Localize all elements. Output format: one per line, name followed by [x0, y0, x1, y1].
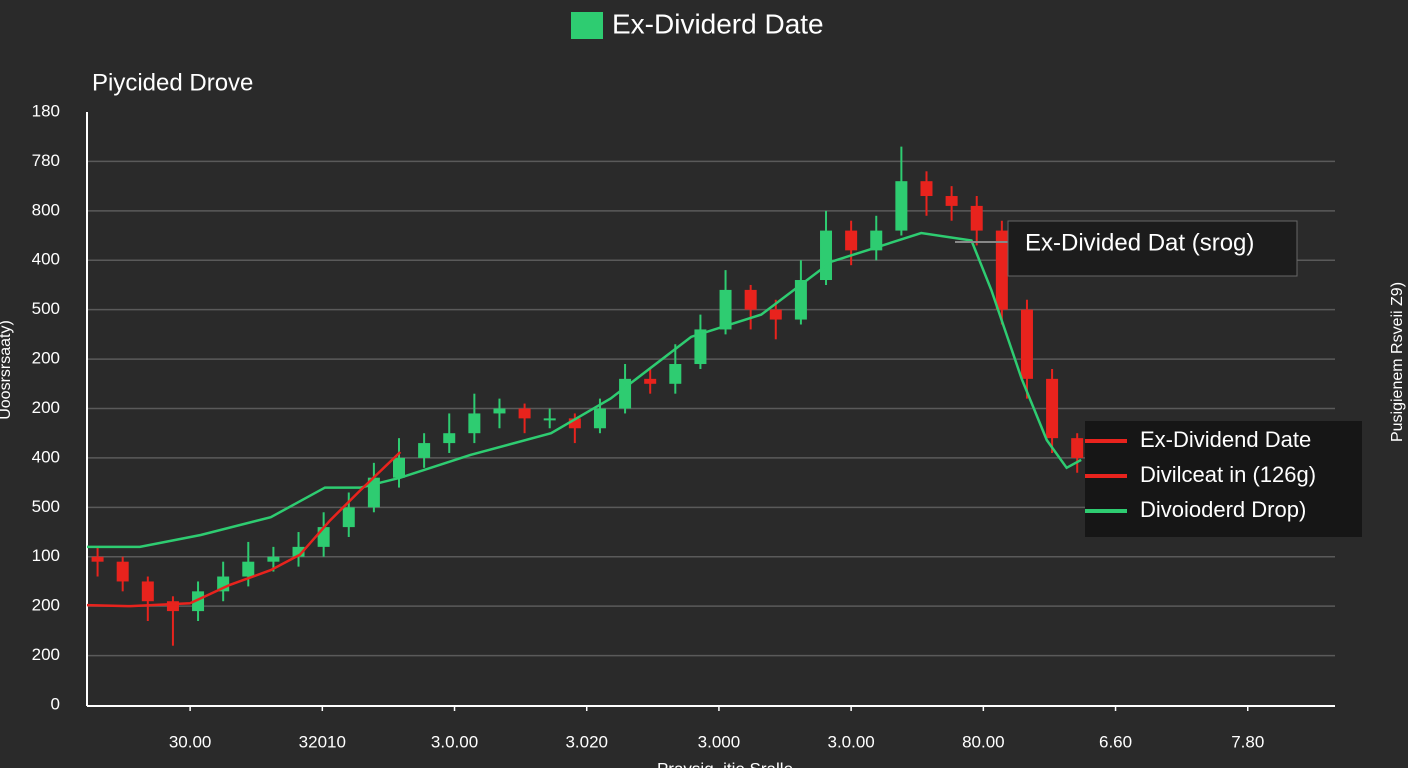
x-tick-label: 30.00 [169, 732, 212, 751]
candle-body [1071, 438, 1084, 458]
chart-title: Ex-Dividerd Date [612, 8, 824, 39]
y-tick-label: 100 [32, 546, 60, 565]
candle-body [393, 457, 405, 478]
y2-axis-label: Pusigienem Rsveii Z9) [1389, 282, 1406, 442]
candle-body [719, 289, 732, 330]
candle-body [91, 556, 104, 562]
candle-body [895, 181, 908, 231]
y-tick-label: 780 [32, 151, 60, 170]
candle-body [468, 413, 481, 434]
x-tick-label: 6.60 [1099, 732, 1132, 751]
y-tick-label: 500 [32, 497, 60, 516]
candle-body [995, 230, 1008, 310]
legend-label: Divilceat in (126g) [1140, 462, 1316, 487]
candle-body [443, 433, 456, 444]
line-series [86, 451, 402, 608]
x-tick-label: 3.000 [698, 732, 741, 751]
line-series [87, 231, 1082, 549]
annotation-box [1007, 220, 1298, 277]
x-tick-label: 3.020 [565, 732, 608, 751]
candle-body [317, 527, 330, 547]
candle-body [116, 561, 129, 582]
x-tick-label: 3.0.00 [828, 732, 875, 751]
y-tick-label: 400 [32, 447, 60, 466]
legend: Ex-Dividend Date Divilceat in (126g) Divoi… [1085, 427, 1316, 522]
y-tick-label: 200 [32, 645, 60, 664]
candle-body [593, 408, 606, 429]
y-tick-label: 200 [32, 596, 60, 615]
candle-body [1046, 378, 1059, 439]
candle-body [342, 507, 355, 528]
candle-body [543, 418, 556, 421]
y-tick-label: 200 [32, 398, 60, 417]
candle-body [292, 546, 305, 557]
legend-box [1085, 421, 1362, 537]
y-axis-label: Uoosrsrsaaty) [0, 320, 14, 420]
chart-subtitle: Piycided Drove [92, 69, 253, 96]
y-tick-label: 800 [32, 200, 60, 219]
title-swatch [571, 12, 603, 39]
candle-body [568, 418, 581, 429]
y-tick-label: 400 [32, 250, 60, 269]
candle-body [192, 591, 205, 612]
candle-body [242, 561, 255, 577]
candle-body [970, 205, 983, 231]
legend-label: Divoioderd Drop) [1140, 497, 1306, 522]
x-tick-label: 3.0.00 [431, 732, 478, 751]
candle-body [820, 230, 833, 281]
candle-body [669, 364, 682, 384]
candle-body [141, 581, 154, 602]
candle-body [845, 230, 858, 251]
annotation-text: Ex-Divided Dat (srog) [1025, 229, 1254, 256]
candle-body [945, 196, 958, 206]
y-tick-label: 0 [51, 694, 60, 713]
x-tick-label: 80.00 [962, 732, 1005, 751]
candle-body [744, 289, 757, 310]
candle-body [493, 408, 506, 414]
candle-body [418, 443, 431, 458]
candle-body [769, 309, 782, 320]
candle-body [694, 329, 707, 365]
y-tick-label: 180 [32, 101, 60, 120]
candle-body [1020, 309, 1033, 379]
legend-label: Ex-Dividend Date [1140, 427, 1311, 452]
x-axis-label: Pravsig ,itie Sralle [657, 759, 793, 768]
candle-body [518, 408, 531, 419]
y-tick-label: 500 [32, 299, 60, 318]
x-tick-label: 32010 [299, 732, 346, 751]
candle-body [644, 378, 657, 384]
candle-body [166, 601, 179, 612]
candle-body [794, 280, 807, 320]
candle-body [267, 556, 280, 562]
x-tick-label: 7.80 [1231, 732, 1264, 751]
candle-body [920, 181, 933, 197]
y-tick-label: 200 [32, 349, 60, 368]
